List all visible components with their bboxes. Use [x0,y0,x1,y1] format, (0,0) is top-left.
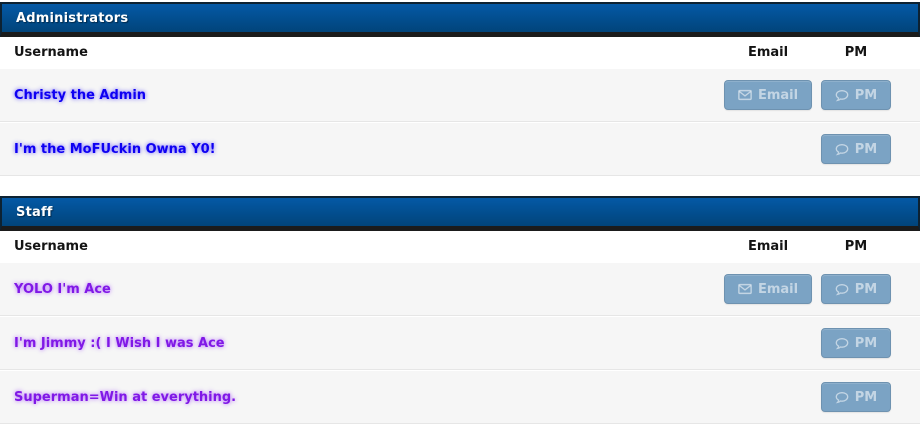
pm-button-label: PM [854,389,878,405]
section-title: Administrators [16,10,129,26]
column-header-pm: PM [844,239,868,254]
pm-cell: PM [816,134,896,164]
pm-cell: PM [816,328,896,358]
speech-bubble-icon [835,391,849,404]
column-header-email: Email [747,45,789,60]
pm-cell: PM [816,274,896,304]
empty-email-cell [720,149,721,150]
envelope-icon [738,89,752,101]
table-row: Superman=Win at everything. PM [0,370,920,424]
pm-cell: PM [816,80,896,110]
section-title: Staff [16,204,53,220]
pm-button-label: PM [854,335,878,351]
speech-bubble-icon [835,337,849,350]
username-link[interactable]: Superman=Win at everything. [14,389,237,405]
empty-email-cell [720,343,721,344]
column-header-pm: PM [844,45,868,60]
column-header-username: Username [14,45,88,60]
envelope-icon [738,283,752,295]
staff-section: Staff Username Email PM YOLO I'm Ace Ema… [0,196,920,424]
administrators-section: Administrators Username Email PM Christy… [0,2,920,176]
email-button[interactable]: Email [723,274,813,304]
email-button-label: Email [757,281,799,297]
pm-cell: PM [816,382,896,412]
column-header-username: Username [14,239,88,254]
speech-bubble-icon [835,283,849,296]
empty-email-cell [720,397,721,398]
username-link[interactable]: Christy the Admin [14,87,147,103]
pm-button-label: PM [854,281,878,297]
email-cell: Email [720,80,816,110]
section-header-staff: Staff [0,196,920,231]
pm-button[interactable]: PM [820,274,892,304]
username-link[interactable]: I'm Jimmy :( I Wish I was Ace [14,335,225,351]
username-link[interactable]: YOLO I'm Ace [14,281,111,297]
column-header-row: Username Email PM [0,37,920,68]
email-button-label: Email [757,87,799,103]
pm-button[interactable]: PM [820,382,892,412]
table-row: Christy the Admin Email PM [0,68,920,122]
email-cell: Email [720,274,816,304]
pm-button-label: PM [854,87,878,103]
pm-button[interactable]: PM [820,134,892,164]
table-row: I'm the MoFUckin Owna Y0! PM [0,122,920,176]
column-header-email: Email [747,239,789,254]
speech-bubble-icon [835,143,849,156]
table-row: YOLO I'm Ace Email PM [0,262,920,316]
pm-button[interactable]: PM [820,80,892,110]
pm-button-label: PM [854,141,878,157]
pm-button[interactable]: PM [820,328,892,358]
section-header-administrators: Administrators [0,2,920,37]
column-header-row: Username Email PM [0,231,920,262]
email-button[interactable]: Email [723,80,813,110]
table-row: I'm Jimmy :( I Wish I was Ace PM [0,316,920,370]
username-link[interactable]: I'm the MoFUckin Owna Y0! [14,141,216,157]
speech-bubble-icon [835,89,849,102]
